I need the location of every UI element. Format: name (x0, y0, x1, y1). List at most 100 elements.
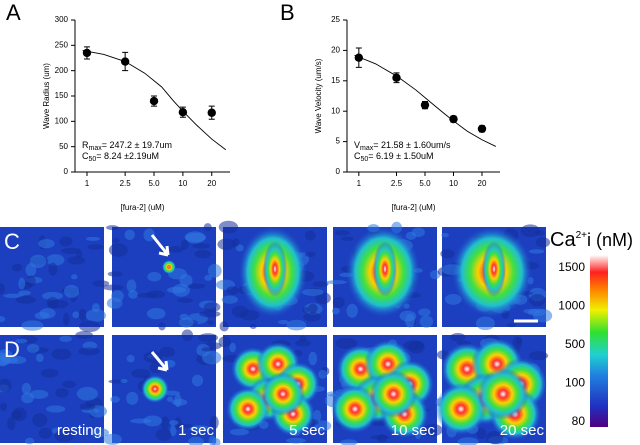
x-tick-label: 2.5 (120, 179, 132, 188)
texture (0, 378, 12, 393)
blob (226, 387, 270, 431)
texture (221, 295, 238, 304)
texture (318, 369, 328, 379)
text-part: C (354, 151, 361, 161)
texture (209, 415, 219, 430)
texture (110, 396, 120, 403)
texture (335, 337, 358, 349)
y-tick-label: 200 (55, 66, 69, 75)
texture (232, 238, 240, 247)
texture (131, 368, 151, 378)
text-part: = 21.58 ± 1.60um/s (373, 140, 451, 150)
texture (29, 389, 49, 399)
blob (141, 375, 169, 403)
y-tick-label: 5 (336, 137, 341, 146)
texture (529, 294, 546, 307)
texture (54, 429, 74, 443)
texture (0, 316, 6, 323)
x-tick-label: 2.5 (391, 179, 403, 188)
text-part: C (82, 151, 89, 161)
texture (335, 230, 350, 236)
colorbar-label: 80 (572, 414, 586, 428)
texture (128, 290, 138, 299)
y-tick-label: 25 (331, 15, 340, 24)
texture (41, 291, 64, 300)
time-label: 20 sec (500, 422, 545, 439)
image-panel (437, 224, 553, 331)
texture (203, 302, 221, 312)
texture (67, 256, 86, 265)
texture (102, 284, 124, 291)
texture (346, 303, 358, 318)
time-label: 10 sec (391, 422, 436, 439)
texture (229, 342, 236, 353)
texture (202, 350, 222, 365)
colorbar-label: 100 (565, 376, 585, 390)
texture (26, 275, 36, 287)
texture (340, 236, 354, 241)
texture (21, 382, 32, 395)
texture (34, 311, 50, 320)
texture (21, 320, 44, 331)
fit-line (82, 49, 227, 151)
data-point (449, 114, 458, 124)
colorbar-label: 500 (565, 337, 585, 351)
texture (46, 254, 65, 266)
texture (0, 282, 6, 295)
texture (108, 379, 124, 384)
texture (295, 339, 311, 347)
texture (219, 321, 229, 332)
x-tick-label: 5.0 (419, 179, 431, 188)
row-label: C (4, 229, 20, 254)
texture (63, 312, 70, 326)
texture (124, 229, 135, 241)
texture (61, 247, 82, 254)
y-tick-label: 100 (55, 116, 69, 125)
texture (18, 290, 31, 296)
blob (162, 260, 176, 274)
texture (79, 403, 96, 411)
texture (0, 354, 11, 366)
texture (198, 333, 218, 343)
blob (331, 385, 379, 433)
texture (108, 243, 128, 257)
texture (63, 284, 80, 298)
text-part: i (nM) (587, 230, 633, 250)
texture (444, 294, 462, 305)
texture (3, 293, 24, 298)
text-part: = 8.24 ±2.19uM (96, 151, 159, 161)
texture (204, 274, 213, 281)
time-label: 5 sec (289, 422, 325, 439)
texture (48, 262, 58, 276)
texture (191, 374, 204, 387)
texture (457, 437, 479, 445)
texture (304, 230, 316, 241)
fit-line (354, 54, 497, 147)
texture (312, 281, 329, 288)
image-panel (0, 227, 110, 333)
texture (332, 296, 345, 308)
texture (86, 236, 100, 241)
texture (189, 425, 211, 433)
annotation: Vmax= 21.58 ± 1.60um/s (354, 140, 451, 151)
texture (218, 336, 231, 348)
texture (36, 353, 44, 363)
data-point (392, 73, 401, 82)
texture (46, 296, 59, 309)
texture (120, 378, 128, 384)
texture (180, 239, 189, 250)
texture (40, 368, 59, 378)
text-part: = 6.19 ± 1.50uM (368, 151, 433, 161)
texture (87, 244, 104, 250)
x-axis-label: [fura-2] (uM) (120, 203, 164, 212)
texture (403, 340, 425, 351)
texture (126, 391, 139, 405)
y-tick-label: 300 (55, 15, 69, 24)
texture (440, 249, 455, 259)
y-tick-label: 0 (336, 167, 341, 176)
image-panel (103, 329, 222, 445)
texture (301, 288, 324, 296)
panel-label: A (6, 0, 21, 25)
text-part: = 247.2 ± 19.7um (102, 140, 172, 150)
